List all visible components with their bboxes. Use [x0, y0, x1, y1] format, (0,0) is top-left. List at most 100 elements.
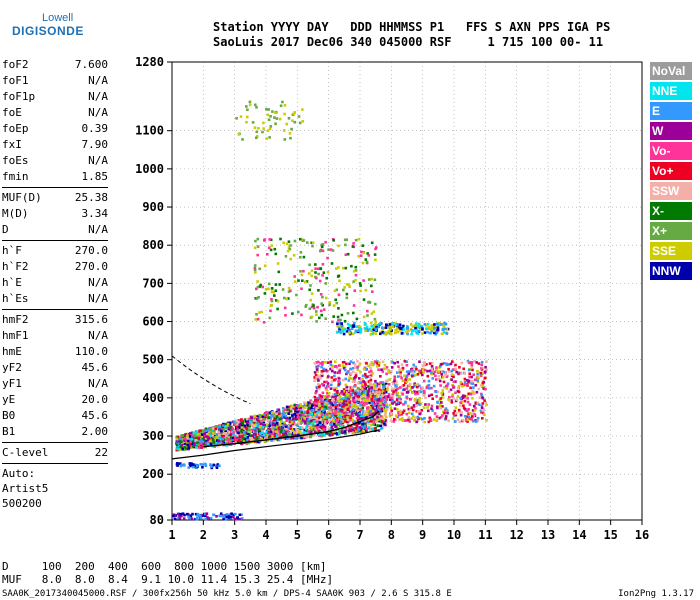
param-row: h`F 270.0 — [2, 243, 108, 259]
echo-point — [321, 249, 325, 253]
echo-point — [354, 366, 357, 369]
echo-point — [328, 414, 331, 417]
echo-point — [211, 431, 215, 435]
echo-point — [383, 385, 386, 388]
echo-point — [481, 411, 485, 415]
echo-point — [335, 366, 339, 370]
echo-point — [266, 413, 269, 417]
param-value: 2.00 — [81, 425, 109, 438]
echo-point — [239, 439, 243, 443]
echo-point — [450, 369, 454, 373]
echo-point — [237, 133, 241, 136]
echo-point — [364, 329, 367, 333]
echo-point — [362, 414, 365, 418]
echo-point — [212, 429, 216, 432]
echo-point — [197, 438, 201, 442]
echo-point — [389, 330, 393, 334]
echo-point — [204, 464, 208, 468]
echo-point — [454, 406, 458, 409]
echo-point — [282, 409, 285, 413]
echo-point — [463, 381, 467, 384]
echo-point — [217, 426, 220, 429]
echo-point — [244, 426, 248, 430]
echo-point — [423, 331, 427, 334]
echo-point — [436, 326, 440, 329]
echo-point — [418, 403, 421, 406]
echo-point — [329, 401, 332, 404]
echo-point — [415, 404, 418, 407]
echo-point — [252, 424, 256, 428]
echo-point — [296, 416, 300, 419]
echo-point — [370, 420, 373, 423]
echo-point — [441, 389, 444, 392]
echo-point — [430, 372, 434, 376]
echo-point — [348, 362, 351, 366]
echo-point — [315, 426, 319, 430]
param-row: h`Es N/A — [2, 291, 108, 307]
echo-point — [381, 403, 384, 406]
echo-point — [368, 413, 372, 417]
echo-point — [272, 422, 276, 426]
echo-point — [203, 432, 207, 435]
echo-point — [214, 442, 218, 445]
echo-point — [422, 406, 426, 409]
echo-point — [238, 513, 242, 517]
echo-point — [250, 436, 253, 439]
echo-point — [452, 397, 455, 400]
echo-point — [282, 424, 286, 428]
echo-point — [283, 437, 287, 440]
echo-point — [477, 387, 481, 391]
echo-point — [273, 435, 276, 438]
separator — [2, 187, 108, 188]
echo-point — [457, 372, 460, 376]
echo-point — [375, 246, 378, 249]
echo-point — [330, 376, 334, 379]
echo-point — [254, 434, 257, 438]
echo-point — [339, 424, 343, 428]
echo-point — [289, 289, 292, 292]
echo-point — [420, 371, 423, 374]
echo-point — [398, 323, 402, 326]
echo-point — [315, 375, 318, 379]
echo-point — [287, 437, 291, 440]
echo-point — [374, 323, 377, 326]
echo-point — [351, 332, 355, 336]
x-tick-label: 12 — [509, 528, 523, 542]
echo-point — [428, 331, 431, 335]
echo-point — [440, 373, 443, 376]
echo-point — [396, 392, 399, 395]
echo-point — [335, 386, 338, 390]
echo-point — [240, 418, 243, 421]
echo-point — [320, 313, 323, 317]
echo-point — [333, 392, 337, 396]
param-key: fxI — [2, 138, 22, 151]
echo-point — [324, 317, 327, 320]
echo-point — [373, 420, 376, 424]
echo-point — [329, 427, 333, 430]
echo-point — [248, 424, 252, 428]
echo-point — [375, 395, 379, 398]
echo-point — [305, 425, 308, 429]
echo-point — [317, 408, 320, 412]
echo-point — [405, 387, 409, 390]
echo-point — [400, 363, 404, 366]
echo-point — [384, 390, 388, 394]
echo-point — [281, 432, 285, 435]
echo-point — [444, 327, 447, 331]
echo-point — [412, 404, 416, 407]
echo-point — [291, 429, 295, 433]
echo-point — [238, 435, 242, 438]
echo-point — [454, 380, 457, 383]
echo-point — [208, 517, 211, 520]
echo-point — [217, 437, 221, 441]
echo-point — [327, 248, 330, 251]
echo-point — [426, 330, 429, 334]
echo-point — [438, 403, 442, 406]
echo-point — [315, 396, 319, 400]
echo-point — [411, 386, 414, 389]
echo-point — [204, 462, 207, 466]
echo-point — [209, 516, 213, 520]
echo-point — [344, 409, 347, 412]
echo-point — [326, 406, 329, 409]
echo-point — [369, 333, 373, 336]
